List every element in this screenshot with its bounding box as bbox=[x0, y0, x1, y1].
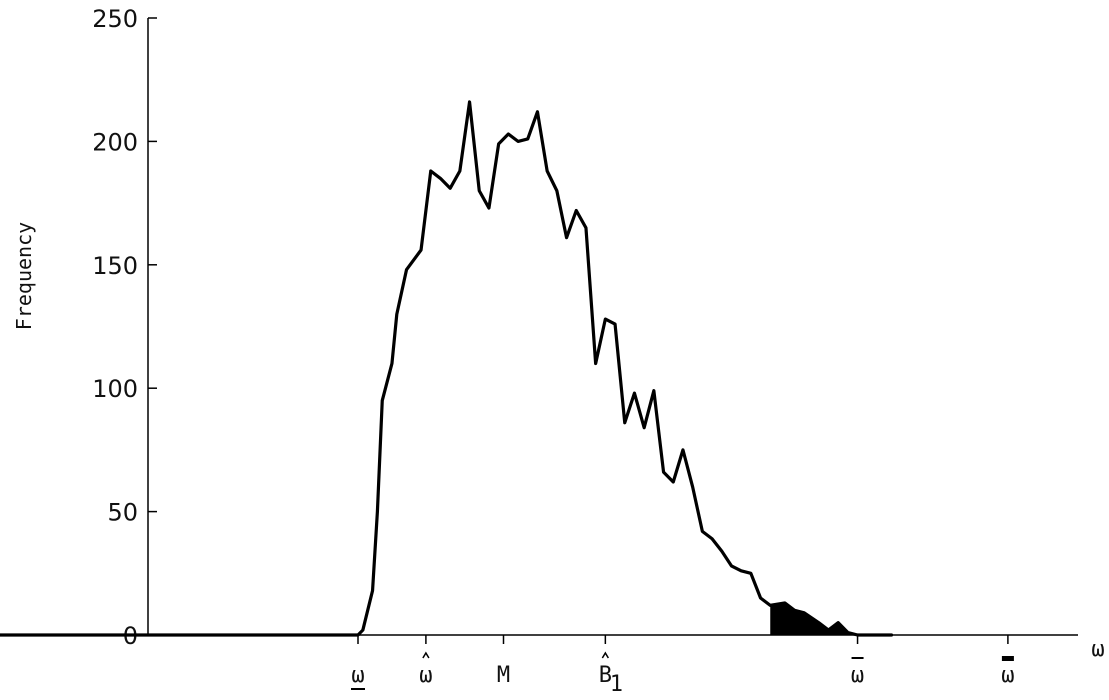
x-marker-label: B1 bbox=[599, 651, 623, 697]
x-marker-text: ω bbox=[1001, 663, 1014, 688]
y-axis-label: Frequency bbox=[12, 222, 36, 330]
double-overline-mark bbox=[1001, 656, 1014, 661]
x-marker-text: ω bbox=[351, 663, 364, 688]
x-axis: ω ω M B1 ω ω bbox=[148, 634, 1078, 697]
x-marker-text: ω bbox=[419, 663, 432, 688]
hat-mark bbox=[601, 651, 609, 659]
y-tick-label: 200 bbox=[92, 128, 138, 156]
y-tick-label: 250 bbox=[92, 5, 138, 33]
y-tick-label: 150 bbox=[92, 252, 138, 280]
y-tick-label: 100 bbox=[92, 375, 138, 403]
shaded-tail-region bbox=[770, 602, 858, 635]
plot-area bbox=[0, 100, 894, 637]
x-marker-label: M bbox=[497, 663, 510, 688]
x-marker-text: M bbox=[497, 663, 510, 688]
x-axis-label: ω bbox=[1091, 637, 1104, 662]
frequency-curve bbox=[0, 100, 894, 637]
y-tick-label: 50 bbox=[107, 499, 138, 527]
x-marker-text: ω bbox=[851, 663, 864, 688]
x-marker-subscript: 1 bbox=[610, 672, 623, 697]
hat-mark bbox=[422, 651, 430, 659]
x-marker-text: B bbox=[599, 663, 612, 688]
x-marker-label: ω bbox=[851, 657, 864, 688]
x-marker-label: ω bbox=[351, 663, 365, 690]
x-marker-label: ω bbox=[419, 651, 433, 688]
x-markers: ω ω M B1 ω ω bbox=[351, 635, 1015, 697]
x-marker-label: ω bbox=[1001, 656, 1015, 688]
